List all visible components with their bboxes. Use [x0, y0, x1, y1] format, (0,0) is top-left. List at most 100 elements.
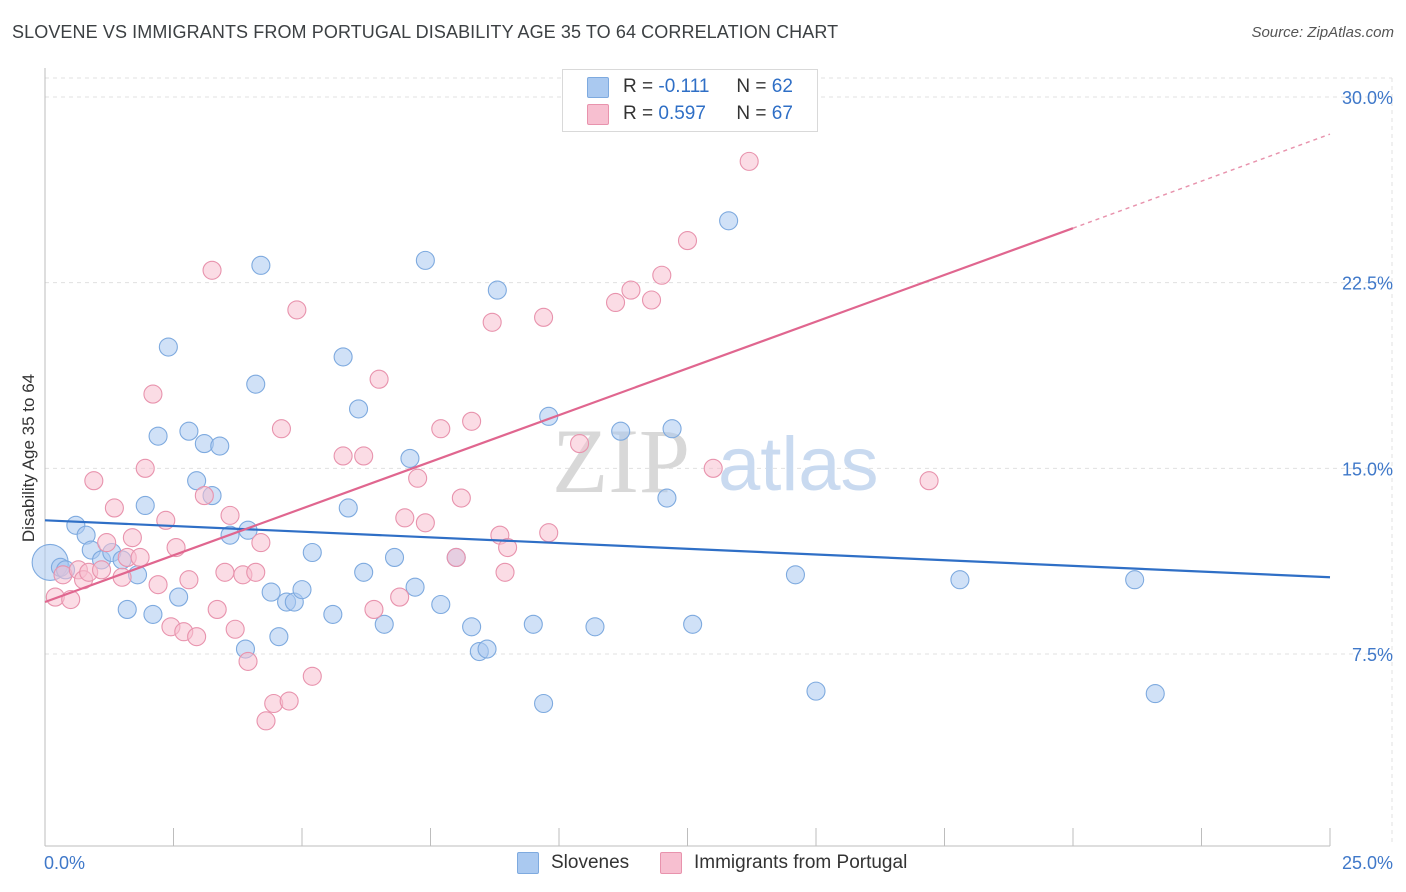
data-point: [482, 312, 502, 332]
data-point: [534, 307, 554, 327]
legend-item-portugal[interactable]: Immigrants from Portugal: [660, 852, 907, 874]
data-point: [405, 577, 425, 597]
data-point: [919, 471, 939, 491]
legend-item-slovenes[interactable]: Slovenes: [517, 852, 629, 874]
data-point: [287, 300, 307, 320]
data-point: [169, 587, 189, 607]
series-portugal: [45, 112, 939, 731]
data-point: [950, 570, 970, 590]
data-point: [251, 255, 271, 275]
legend-n-label: N =: [736, 103, 772, 124]
y-axis-label: Disability Age 35 to 64: [19, 374, 38, 542]
data-point: [683, 614, 703, 634]
data-point: [487, 280, 507, 300]
data-point: [477, 639, 497, 659]
data-point: [605, 292, 626, 313]
data-point: [158, 337, 178, 357]
data-point: [462, 617, 482, 637]
data-point: [207, 599, 227, 619]
data-point: [657, 488, 677, 508]
legend-swatch-portugal: [660, 852, 682, 874]
legend-label-portugal: Immigrants from Portugal: [694, 852, 908, 873]
data-point: [739, 151, 759, 171]
data-point: [143, 384, 163, 404]
data-point: [369, 369, 389, 389]
data-point: [523, 614, 543, 634]
data-point: [202, 260, 222, 280]
data-point: [785, 565, 805, 585]
data-point: [498, 538, 518, 558]
data-point: [256, 711, 276, 731]
data-point: [719, 211, 739, 231]
data-point: [364, 599, 384, 619]
x-tick-label: 25.0%: [1342, 853, 1393, 873]
data-point: [539, 523, 559, 543]
data-point: [122, 528, 142, 548]
data-point: [662, 419, 682, 439]
data-point: [323, 604, 343, 624]
y-tick-label: 22.5%: [1342, 274, 1393, 294]
data-point: [621, 280, 641, 300]
data-point: [179, 570, 199, 590]
correlation-legend: R = -0.111 N = 62 R = 0.597 N = 67: [562, 69, 818, 132]
legend-swatch-slovenes: [517, 852, 539, 874]
data-point: [641, 290, 662, 310]
data-point: [220, 505, 240, 525]
data-point: [348, 399, 369, 419]
data-point: [570, 434, 590, 454]
axes: [44, 68, 1331, 847]
data-point: [246, 374, 266, 394]
gridlines: [45, 77, 1393, 846]
data-point: [148, 426, 168, 446]
data-point: [246, 562, 266, 582]
legend-r-value: 0.597: [658, 103, 706, 124]
data-point: [97, 533, 117, 553]
data-points: [31, 112, 1165, 731]
legend-r-label: R =: [623, 103, 659, 124]
data-point: [611, 421, 631, 441]
x-tick-label: 0.0%: [44, 853, 85, 873]
data-point: [148, 575, 168, 595]
data-point: [194, 486, 214, 506]
data-point: [271, 419, 291, 439]
legend-row-portugal: R = 0.597 N = 67: [587, 102, 793, 126]
data-point: [446, 547, 466, 568]
data-point: [225, 619, 245, 639]
data-point: [462, 411, 482, 431]
data-point: [354, 446, 374, 466]
trend-lines: [44, 133, 1331, 604]
data-point: [703, 458, 723, 478]
data-point: [384, 547, 405, 568]
data-point: [806, 681, 826, 701]
y-tick-label: 30.0%: [1342, 88, 1393, 108]
watermark: ZIP atlas: [552, 410, 879, 512]
data-point: [1145, 684, 1165, 704]
data-point: [130, 547, 150, 568]
data-point: [390, 587, 410, 607]
legend-label-slovenes: Slovenes: [551, 852, 630, 873]
data-point: [408, 468, 428, 488]
legend-r-label: R =: [623, 76, 659, 97]
data-point: [143, 604, 163, 624]
data-point: [395, 508, 415, 528]
trend-extension-portugal: [1072, 133, 1331, 229]
legend-n-value: 67: [771, 103, 793, 124]
trend-line-slovenes: [44, 519, 1331, 579]
data-point: [117, 599, 137, 619]
y-tick-label: 15.0%: [1342, 459, 1393, 479]
series-legend: Slovenes Immigrants from Portugal: [0, 852, 1406, 878]
legend-swatch-portugal: [587, 103, 609, 125]
data-point: [269, 627, 289, 647]
data-point: [261, 582, 281, 602]
data-point: [104, 498, 124, 518]
data-point: [238, 651, 258, 671]
chart-title: SLOVENE VS IMMIGRANTS FROM PORTUGAL DISA…: [12, 22, 839, 42]
legend-swatch-slovenes: [587, 76, 609, 98]
legend-r-value: -0.111: [658, 76, 710, 97]
data-point: [585, 617, 605, 637]
data-point: [135, 495, 155, 516]
data-point: [652, 265, 672, 285]
data-point: [677, 231, 698, 251]
data-point: [338, 498, 358, 518]
data-point: [302, 666, 322, 686]
